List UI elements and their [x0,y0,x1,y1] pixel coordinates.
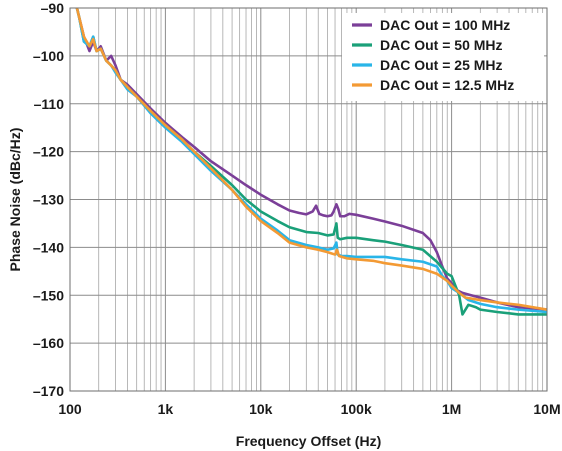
y-tick-label: –130 [33,192,64,208]
x-tick-label: 100k [341,401,372,417]
y-tick-label: –150 [33,287,64,303]
x-tick-label: 1M [442,401,461,417]
y-tick-label: –140 [33,239,64,255]
x-tick-label: 10k [249,401,273,417]
y-axis-ticks: –90 –100 –110 –120 –130 –140 –150 –160 –170 [33,0,64,399]
legend-background [342,13,544,101]
y-axis-title: Phase Noise (dBc/Hz) [7,128,23,272]
y-tick-label: –100 [33,48,64,64]
legend-label: DAC Out = 12.5 MHz [380,77,514,93]
series-line-4 [75,8,547,311]
y-tick-label: –110 [34,96,65,112]
x-tick-label: 10M [533,401,560,417]
legend-label: DAC Out = 50 MHz [380,37,503,53]
x-axis-title: Frequency Offset (Hz) [236,433,381,449]
legend-label: DAC Out = 25 MHz [380,57,503,73]
y-tick-label: –120 [33,144,64,160]
x-tick-label: 1k [158,401,174,417]
x-tick-label: 100 [58,401,82,417]
x-axis-ticks: 100 1k 10k 100k 1M 10M [58,401,560,417]
y-tick-label: –170 [33,383,64,399]
y-tick-label: –90 [41,0,65,16]
y-tick-label: –160 [33,335,64,351]
legend-label: DAC Out = 100 MHz [380,17,510,33]
legend: DAC Out = 100 MHz DAC Out = 50 MHz DAC Out… [342,13,544,101]
plot-frame [69,7,548,392]
plot-area [75,8,547,316]
